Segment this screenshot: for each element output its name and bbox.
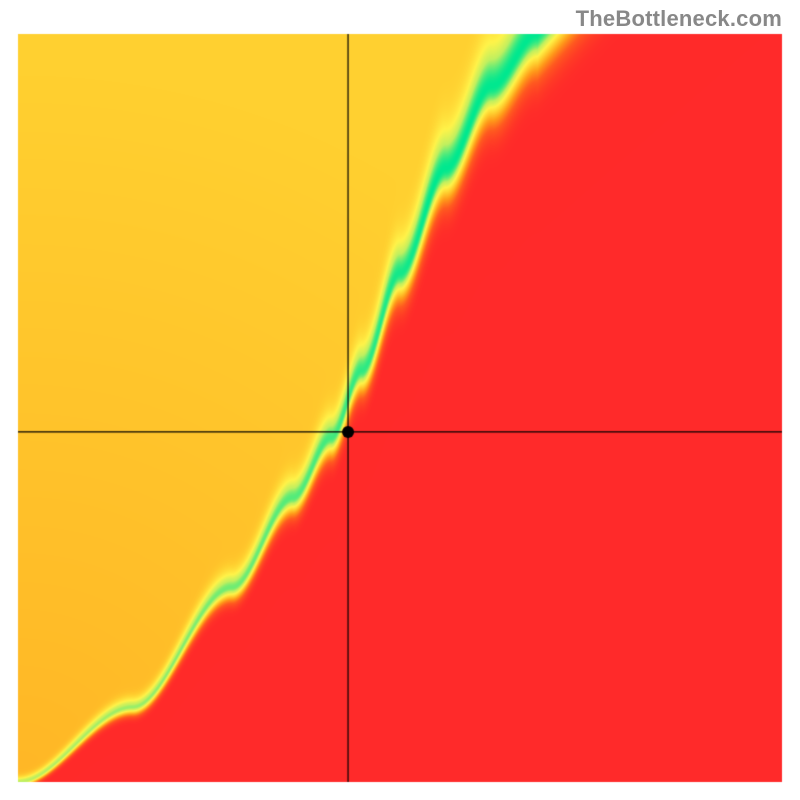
- watermark-text: TheBottleneck.com: [576, 6, 782, 32]
- bottleneck-heatmap: [0, 0, 800, 800]
